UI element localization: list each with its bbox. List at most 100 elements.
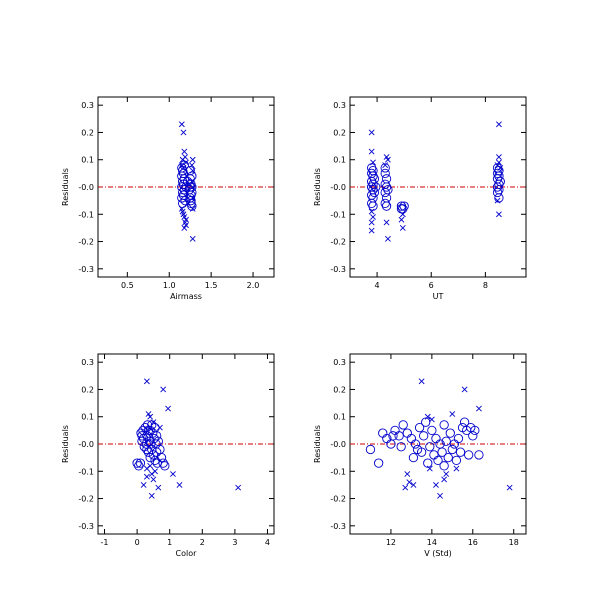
data-point-circle [383, 185, 393, 195]
data-point-circle [394, 431, 404, 441]
data-point-circle [427, 425, 437, 436]
data-point-x [189, 194, 196, 201]
x-tick-label: 3 [232, 538, 237, 547]
data-point-circle [381, 201, 392, 211]
data-point-x [496, 121, 502, 128]
x-tick-label: 2 [200, 538, 205, 547]
data-point-x [496, 211, 502, 218]
y-axis-label: Residuals [61, 425, 70, 463]
data-point-x [402, 484, 409, 491]
y-tick-label: -0.3 [330, 265, 346, 274]
data-point-circle [365, 444, 376, 455]
data-point-x [370, 214, 376, 220]
data-point-circle [451, 455, 462, 466]
data-point-x [461, 386, 468, 393]
data-point-circle [455, 447, 466, 457]
y-axis-label: Residuals [313, 168, 322, 206]
y-tick-label: -0.3 [330, 522, 346, 531]
data-point-x [170, 471, 176, 477]
data-point-circle [180, 195, 190, 206]
data-point-circle [380, 163, 390, 173]
y-tick-label: -0.2 [78, 238, 94, 247]
y-axis-label: Residuals [61, 168, 70, 206]
data-point-x [176, 481, 183, 488]
data-point-x [398, 216, 405, 223]
data-point-x [178, 162, 185, 169]
data-point-circle [152, 447, 162, 457]
data-point-x [424, 413, 431, 420]
y-tick-label: -0.0 [330, 183, 346, 192]
data-point-x [147, 462, 154, 469]
data-point-x [152, 468, 158, 475]
data-point-circle [439, 461, 449, 471]
data-point-x [188, 178, 195, 185]
x-axis-label: Airmass [170, 292, 202, 301]
data-point-circle [443, 452, 453, 463]
y-tick-label: 0.2 [81, 128, 94, 137]
data-point-x [449, 411, 456, 417]
x-tick-label: 1 [167, 538, 172, 547]
data-point-x [453, 465, 460, 472]
x-tick-label: -1 [101, 538, 109, 547]
x-tick-label: 0 [135, 538, 140, 547]
data-point-x [418, 378, 425, 385]
x-tick-label: 4 [265, 538, 270, 547]
y-tick-label: -0.0 [78, 183, 94, 192]
data-point-x [140, 481, 147, 488]
data-point-x [384, 156, 391, 163]
x-tick-label: 18 [509, 538, 519, 547]
data-point-circle [367, 198, 377, 209]
data-point-circle [181, 182, 191, 192]
data-point-x [165, 405, 171, 412]
data-point-circle [134, 461, 144, 471]
data-point-x [147, 413, 154, 420]
data-point-x [143, 378, 150, 385]
data-point-x [370, 159, 376, 166]
y-tick-label: 0.3 [333, 101, 346, 110]
data-point-x [148, 492, 155, 499]
y-tick-label: 0.2 [81, 385, 94, 394]
data-point-circle [464, 450, 474, 460]
y-tick-label: 0.3 [333, 358, 346, 367]
data-point-x [406, 479, 413, 486]
data-point-x [399, 211, 406, 218]
data-point-x [178, 121, 185, 128]
y-tick-label: -0.1 [78, 467, 94, 476]
data-point-x [410, 481, 417, 488]
y-axis-label: Residuals [313, 425, 322, 463]
data-point-circle [396, 442, 406, 452]
data-point-circle [132, 458, 142, 468]
data-point-x [184, 200, 191, 207]
data-point-circle [369, 187, 380, 198]
data-point-x [150, 419, 157, 426]
data-point-circle [374, 458, 384, 468]
data-point-x [188, 162, 195, 169]
data-point-circle [425, 442, 435, 452]
data-point-x [145, 411, 152, 417]
data-point-circle [135, 458, 146, 468]
data-point-x [506, 484, 513, 491]
y-tick-label: -0.3 [78, 522, 94, 531]
data-point-circle [143, 425, 154, 436]
data-point-circle [447, 444, 457, 455]
data-point-circle [187, 182, 197, 192]
data-point-circle [474, 450, 484, 460]
data-point-circle [470, 425, 480, 436]
data-point-x [368, 227, 375, 234]
y-tick-label: 0.3 [81, 358, 94, 367]
data-point-circle [439, 420, 449, 430]
data-point-x [183, 159, 189, 166]
x-axis-label: V (Std) [424, 549, 452, 558]
data-point-x [189, 156, 196, 163]
y-tick-label: -0.1 [330, 467, 346, 476]
data-point-x [494, 162, 501, 169]
data-point-x [428, 416, 435, 423]
data-point-circle [441, 436, 451, 446]
x-tick-label: 1.5 [205, 281, 218, 290]
data-point-circle [381, 182, 392, 192]
data-point-x [433, 481, 439, 488]
y-tick-label: 0.1 [333, 413, 346, 422]
y-tick-label: -0.1 [330, 210, 346, 219]
data-point-x [181, 148, 188, 155]
